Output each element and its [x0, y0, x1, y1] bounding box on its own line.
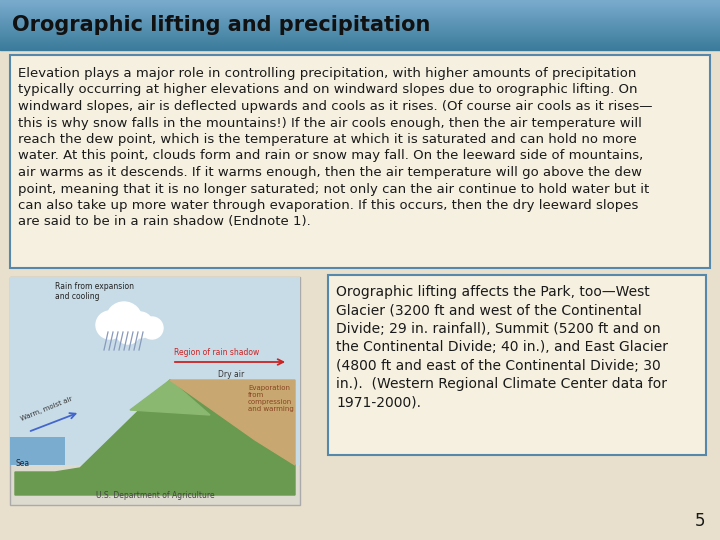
Text: Rain from expansion
and cooling: Rain from expansion and cooling: [55, 282, 134, 301]
Bar: [0, 36, 720, 37]
Bar: [0, 21, 720, 22]
Bar: [0, 16, 720, 17]
Bar: [0, 17, 720, 18]
Bar: [0, 29, 720, 30]
Bar: [0, 3, 720, 4]
Bar: [0, 13, 720, 14]
Text: Evaporation
from
compression
and warming: Evaporation from compression and warming: [248, 385, 294, 412]
Bar: [0, 0, 720, 1]
Polygon shape: [15, 380, 295, 495]
Bar: [0, 28, 720, 29]
Bar: [0, 42, 720, 43]
Bar: [0, 44, 720, 45]
Text: Region of rain shadow: Region of rain shadow: [174, 348, 259, 357]
Circle shape: [116, 320, 140, 344]
Bar: [0, 32, 720, 33]
Text: Sea: Sea: [16, 459, 30, 468]
Polygon shape: [170, 380, 295, 465]
Bar: [0, 25, 720, 26]
Bar: [0, 15, 720, 16]
Bar: [0, 41, 720, 42]
FancyBboxPatch shape: [10, 437, 65, 465]
Bar: [0, 4, 720, 5]
Bar: [0, 20, 720, 21]
Bar: [0, 19, 720, 20]
Polygon shape: [130, 380, 210, 415]
Bar: [0, 12, 720, 13]
Bar: [0, 27, 720, 28]
Text: Dry air: Dry air: [218, 370, 244, 379]
Bar: [0, 35, 720, 36]
Bar: [0, 37, 720, 38]
Bar: [0, 14, 720, 15]
Bar: [0, 11, 720, 12]
Bar: [0, 10, 720, 11]
Bar: [0, 2, 720, 3]
Bar: [0, 31, 720, 32]
Bar: [0, 47, 720, 48]
Bar: [0, 30, 720, 31]
Text: Warm, moist air: Warm, moist air: [20, 396, 73, 422]
Text: U.S. Department of Agriculture: U.S. Department of Agriculture: [96, 491, 215, 500]
Bar: [0, 22, 720, 23]
Bar: [0, 1, 720, 2]
Bar: [0, 18, 720, 19]
Bar: [0, 43, 720, 44]
Bar: [0, 46, 720, 47]
Bar: [0, 48, 720, 49]
Circle shape: [106, 302, 142, 338]
FancyBboxPatch shape: [10, 55, 710, 268]
Circle shape: [127, 312, 153, 338]
Bar: [0, 23, 720, 24]
Text: Orographic lifting and precipitation: Orographic lifting and precipitation: [12, 15, 431, 35]
Bar: [0, 9, 720, 10]
Text: 5: 5: [695, 512, 705, 530]
Bar: [0, 33, 720, 34]
FancyBboxPatch shape: [10, 277, 300, 465]
Circle shape: [141, 317, 163, 339]
Bar: [0, 5, 720, 6]
Circle shape: [96, 311, 124, 339]
Text: Elevation plays a major role in controlling precipitation, with higher amounts o: Elevation plays a major role in controll…: [18, 67, 652, 228]
Bar: [0, 7, 720, 8]
Text: Orographic lifting affects the Park, too—West
Glacier (3200 ft and west of the C: Orographic lifting affects the Park, too…: [336, 285, 668, 409]
Bar: [0, 49, 720, 50]
Bar: [0, 6, 720, 7]
Bar: [0, 38, 720, 39]
Bar: [0, 8, 720, 9]
Bar: [0, 39, 720, 40]
Bar: [0, 24, 720, 25]
FancyBboxPatch shape: [328, 275, 706, 455]
Bar: [0, 45, 720, 46]
FancyBboxPatch shape: [10, 277, 300, 505]
Bar: [0, 26, 720, 27]
Bar: [0, 40, 720, 41]
Bar: [0, 34, 720, 35]
